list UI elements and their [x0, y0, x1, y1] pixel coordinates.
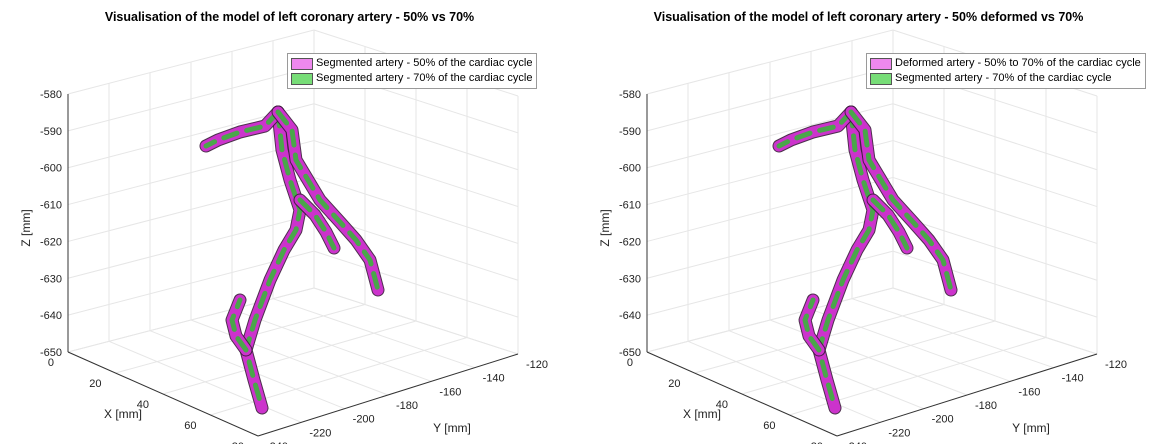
z-tick-label: -620	[619, 236, 641, 248]
legend-entry: Segmented artery - 50% of the cardiac cy…	[291, 56, 532, 71]
legend-label: Segmented artery - 70% of the cardiac cy…	[895, 72, 1112, 84]
y-tick-label: -180	[975, 400, 997, 412]
artery-segment-green	[816, 109, 876, 411]
grid-line	[231, 308, 432, 382]
x-tick-label: 20	[668, 378, 680, 390]
y-axis-title: Y [mm]	[433, 421, 471, 435]
grid-line	[687, 340, 881, 423]
y-tick-label: -240	[266, 441, 288, 444]
x-tick-label: 80	[232, 441, 244, 444]
grid-line	[190, 319, 389, 396]
artery-segment-green	[848, 109, 954, 293]
y-tick-label: -160	[439, 386, 461, 398]
x-tick-label: 0	[627, 357, 633, 369]
grid-line	[851, 298, 1054, 369]
z-tick-label: -630	[40, 273, 62, 285]
y-axis-line	[257, 353, 519, 437]
legend-swatch-magenta	[870, 57, 892, 70]
legend-swatch-green	[291, 72, 313, 85]
chart-title: Visualisation of the model of left coron…	[104, 10, 475, 24]
artery-segment-green	[243, 109, 303, 411]
grid-line	[108, 340, 302, 423]
z-tick-label: -610	[619, 200, 641, 212]
artery-segment-green	[776, 109, 854, 149]
z-tick-label: -590	[619, 126, 641, 138]
legend-entry: Segmented artery - 70% of the cardiac cy…	[870, 71, 1141, 86]
artery-segment-green	[802, 297, 822, 353]
artery-segment-green	[297, 197, 337, 251]
y-tick-label: -200	[353, 414, 375, 426]
chart-title: Visualisation of the model of left coron…	[653, 10, 1084, 24]
grid-line	[272, 298, 475, 369]
chart-legend: Segmented artery - 50% of the cardiac cy…	[287, 53, 538, 89]
legend-label: Deformed artery - 50% to 70% of the card…	[895, 57, 1141, 69]
z-tick-label: -640	[619, 310, 641, 322]
z-tick-label: -650	[40, 347, 62, 359]
z-tick-label: -580	[40, 89, 62, 101]
legend-label: Segmented artery - 70% of the cardiac cy…	[316, 72, 533, 84]
z-tick-label: -590	[40, 126, 62, 138]
z-axis-title: Z [mm]	[598, 209, 612, 246]
artery-segment-green	[203, 109, 281, 149]
y-tick-label: -120	[526, 359, 548, 371]
x-tick-label: 0	[48, 357, 54, 369]
artery-segment-green	[870, 197, 910, 251]
legend-swatch-green	[870, 72, 892, 85]
x-axis-title: X [mm]	[683, 407, 721, 421]
z-axis-title: Z [mm]	[19, 209, 33, 246]
legend-label: Segmented artery - 50% of the cardiac cy…	[316, 57, 533, 69]
z-tick-label: -630	[619, 273, 641, 285]
z-tick-label: -620	[40, 236, 62, 248]
y-axis-line	[836, 353, 1098, 437]
x-axis-title: X [mm]	[104, 407, 142, 421]
y-tick-label: -240	[845, 441, 867, 444]
x-tick-label: 20	[89, 378, 101, 390]
y-tick-label: -200	[932, 414, 954, 426]
artery-surface	[199, 105, 385, 415]
legend-entry: Segmented artery - 70% of the cardiac cy…	[291, 71, 532, 86]
x-tick-label: 40	[716, 399, 728, 411]
chart-legend: Deformed artery - 50% to 70% of the card…	[866, 53, 1146, 89]
z-tick-label: -580	[619, 89, 641, 101]
x-axis-line	[67, 351, 259, 437]
z-tick-label: -610	[40, 200, 62, 212]
y-axis-title: Y [mm]	[1012, 421, 1050, 435]
artery-segment-green	[229, 297, 249, 353]
y-tick-label: -220	[309, 427, 331, 439]
x-axis-line	[646, 351, 838, 437]
z-tick-label: -640	[40, 310, 62, 322]
grid-line	[810, 308, 1011, 382]
y-tick-label: -160	[1018, 386, 1040, 398]
y-tick-label: -140	[1062, 373, 1084, 385]
x-tick-label: 80	[811, 441, 823, 444]
artery-segment-green	[275, 109, 381, 293]
z-tick-label: -600	[619, 163, 641, 175]
y-tick-label: -120	[1105, 359, 1127, 371]
grid-line	[769, 319, 968, 396]
x-tick-label: 40	[137, 399, 149, 411]
artery-surface	[772, 105, 958, 415]
x-tick-label: 60	[763, 420, 775, 432]
y-tick-label: -220	[888, 427, 910, 439]
z-tick-label: -650	[619, 347, 641, 359]
y-tick-label: -180	[396, 400, 418, 412]
legend-entry: Deformed artery - 50% to 70% of the card…	[870, 56, 1141, 71]
legend-swatch-magenta	[291, 57, 313, 70]
x-tick-label: 60	[184, 420, 196, 432]
y-tick-label: -140	[483, 373, 505, 385]
z-tick-label: -600	[40, 163, 62, 175]
